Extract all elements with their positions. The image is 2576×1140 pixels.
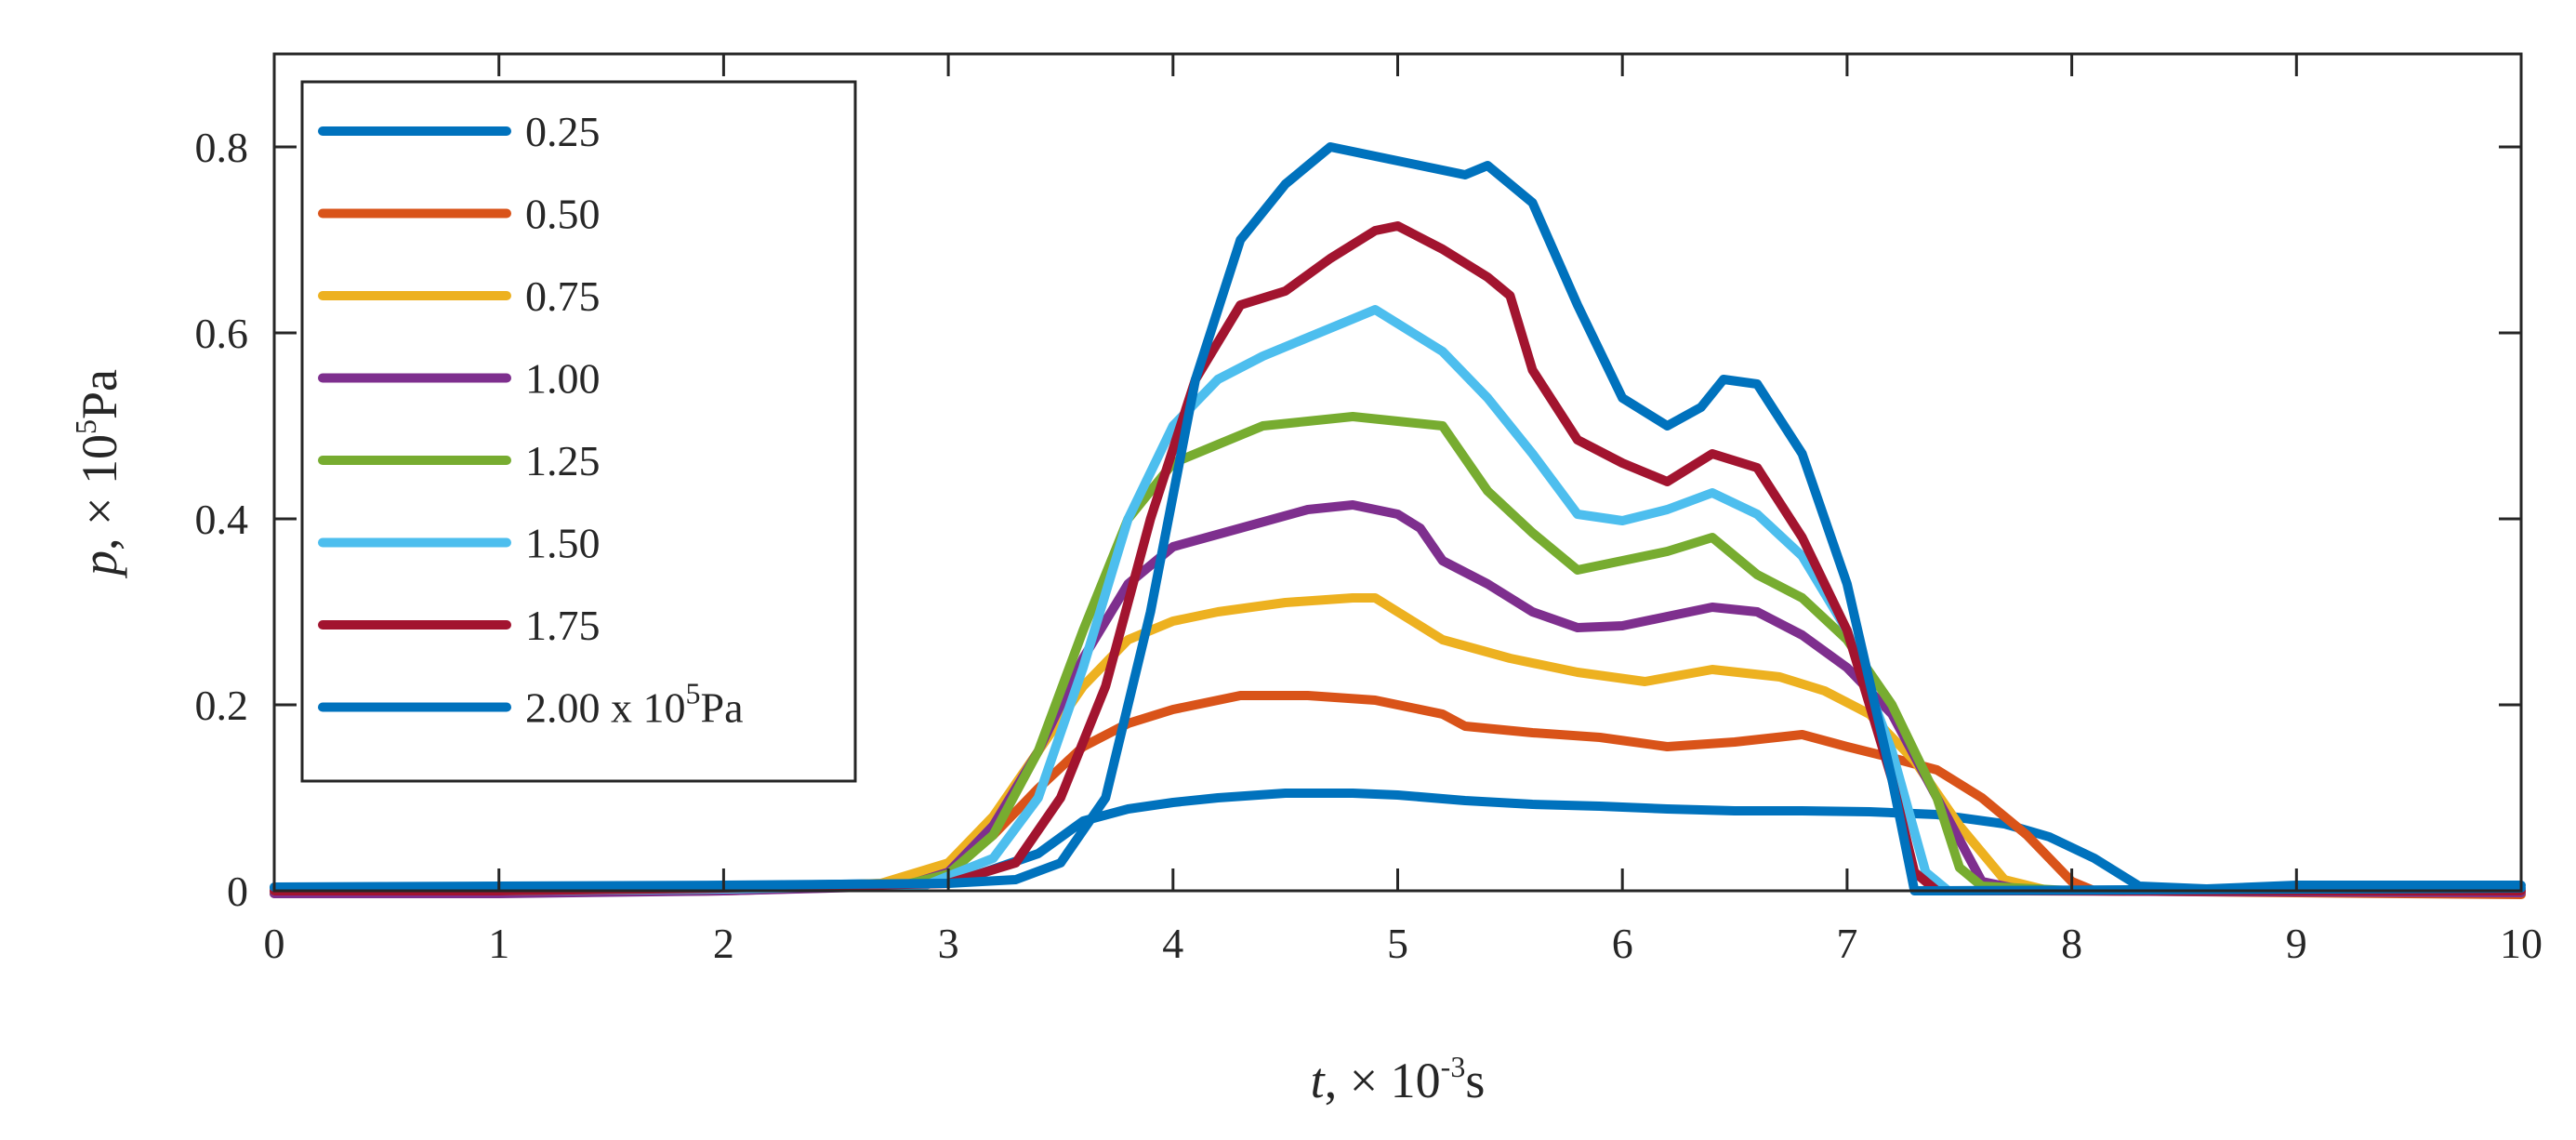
x-tick-label: 5: [1387, 920, 1408, 967]
ticks-layer: 0 1 2 3 4 5 6 7 8 9 10 0 0.2 0.4 0.6 0.8: [195, 54, 2543, 967]
x-tick-label: 8: [2061, 920, 2082, 967]
y-tick-label: 0: [227, 868, 248, 915]
y-tick-label: 0.4: [195, 496, 249, 543]
legend-label: 2.00 x 105Pa: [525, 677, 744, 732]
legend-label: 0.50: [525, 191, 601, 238]
legend-box: [300, 80, 857, 783]
x-tick-label: 7: [1836, 920, 1857, 967]
legend-label: 0.75: [525, 272, 601, 320]
legend-label: 1.75: [525, 602, 601, 649]
y-axis-label: p, × 105Pa: [69, 369, 127, 579]
x-tick-label: 0: [264, 920, 285, 967]
legend-items: 0.25 0.50 0.75 1.00 1.25 1.50 1.75 2.00 x 105Pa: [318, 108, 744, 732]
series-line-3: [270, 500, 2526, 898]
plot-area-frame: [272, 52, 2523, 893]
x-axis-label: t, × 10-3s: [1311, 1050, 1486, 1108]
legend: 0.25 0.50 0.75 1.00 1.25 1.50 1.75 2.00 x 105Pa: [300, 80, 857, 783]
legend-label: 1.50: [525, 520, 601, 567]
series-line-6: [270, 221, 2526, 895]
series-line-4: [270, 412, 2526, 895]
y-tick-label: 0.8: [195, 124, 249, 171]
x-tick-label: 2: [713, 920, 734, 967]
series-line-7: [270, 142, 2526, 895]
x-tick-label: 6: [1612, 920, 1633, 967]
series-line-5: [270, 305, 2526, 895]
x-tick-label: 10: [2500, 920, 2543, 967]
x-tick-label: 4: [1162, 920, 1183, 967]
x-tick-label: 9: [2286, 920, 2307, 967]
x-tick-label: 1: [488, 920, 509, 967]
legend-label: 1.25: [525, 437, 601, 484]
series-line-2: [270, 593, 2526, 897]
y-tick-label: 0.2: [195, 682, 249, 729]
series-layer: [270, 142, 2526, 899]
legend-label: 1.00: [525, 355, 601, 403]
x-tick-label: 3: [938, 920, 959, 967]
y-tick-label: 0.6: [195, 310, 249, 357]
legend-label: 0.25: [525, 108, 601, 155]
